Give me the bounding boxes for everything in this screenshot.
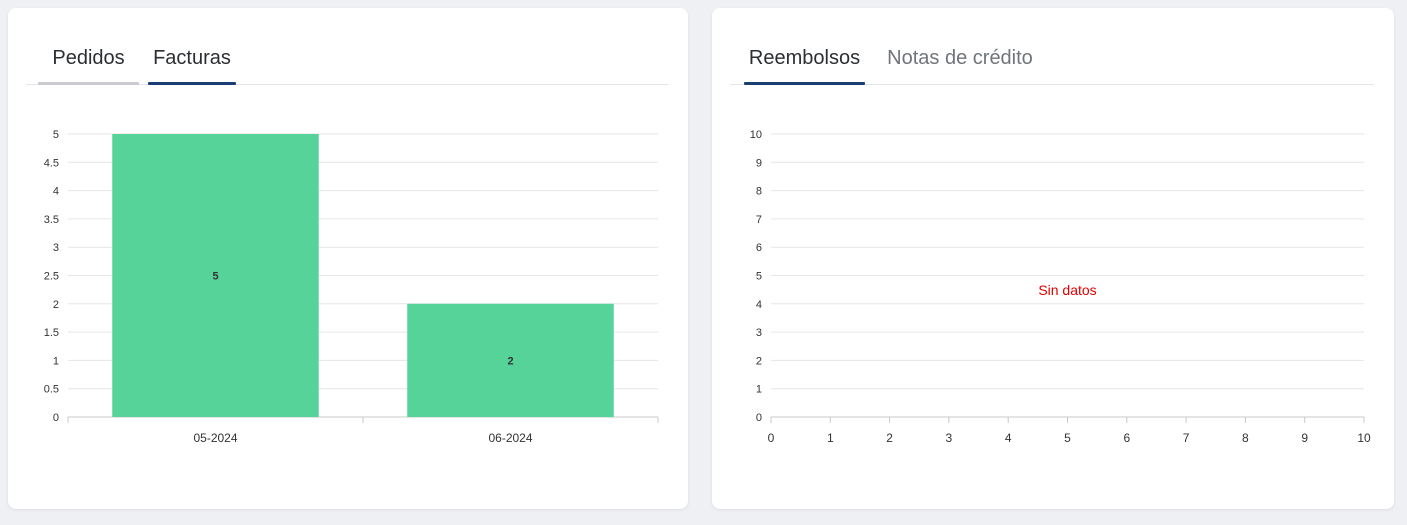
tab-pedidos-underline: [38, 82, 139, 85]
y-tick-label-8: 4: [53, 186, 59, 198]
y-tick-label-7: 7: [756, 214, 762, 226]
y-tick-label-5: 5: [756, 271, 762, 283]
x-tick-label-6: 6: [1123, 431, 1130, 445]
y-tick-label-4: 2: [53, 299, 59, 311]
no-data-message: Sin datos: [1038, 282, 1096, 298]
tab-reembolsos[interactable]: Reembolsos: [744, 36, 865, 85]
y-tick-label-1: 1: [756, 384, 762, 396]
refunds-card: Reembolsos Notas de crédito 0 1 2 3 4 5 6 7 8 9 10…: [712, 8, 1394, 509]
invoices-bar-chart: 0 0.5 1 1.5 2 2.5 3 3.5 4 4.5 5 5 05-2024 2 06-2024: [44, 129, 659, 445]
tab-facturas-underline: [148, 82, 236, 85]
y-tick-label-6: 3: [53, 242, 59, 254]
y-tick-label-0: 0: [756, 412, 762, 424]
y-tick-label-3: 3: [756, 327, 762, 339]
tab-facturas[interactable]: Facturas: [148, 36, 236, 85]
y-tick-label-4: 4: [756, 299, 762, 311]
x-tick-label-10: 10: [1357, 431, 1371, 445]
y-tick-label-1: 0.5: [44, 384, 59, 396]
x-tick-label-0: 0: [768, 431, 775, 445]
x-tick-label-5: 5: [1064, 431, 1071, 445]
tab-pedidos[interactable]: Pedidos: [38, 36, 139, 85]
invoices-card: Pedidos Facturas 0 0.5 1 1.5 2 2.5 3 3.5 4 4.5 5 5 0…: [8, 8, 688, 509]
x-tick-label-7: 7: [1183, 431, 1190, 445]
bar-06-2024: [407, 303, 614, 417]
x-tick-label-05-2024: 05-2024: [193, 431, 237, 445]
right-tabbar: Reembolsos Notas de crédito: [730, 36, 1374, 85]
x-tick-label-3: 3: [946, 431, 953, 445]
y-tick-label-2: 1: [53, 355, 59, 367]
tab-reembolsos-underline: [744, 82, 865, 85]
y-tick-label-7: 3.5: [44, 214, 59, 226]
x-tick-label-2: 2: [886, 431, 893, 445]
bar-data-label-06-2024: 2: [507, 355, 513, 367]
x-tick-label-9: 9: [1301, 431, 1308, 445]
left-tabbar: Pedidos Facturas: [26, 36, 668, 85]
y-tick-label-0: 0: [53, 412, 59, 424]
y-tick-label-10: 5: [53, 129, 59, 141]
y-tick-label-5: 2.5: [44, 271, 59, 283]
x-tick-label-1: 1: [827, 431, 834, 445]
tab-notas-de-credito-label: Notas de crédito: [887, 47, 1033, 69]
x-tick-label-8: 8: [1242, 431, 1249, 445]
tab-facturas-label: Facturas: [153, 47, 231, 69]
y-tick-label-9: 9: [756, 157, 762, 169]
y-tick-label-3: 1.5: [44, 327, 59, 339]
tab-reembolsos-label: Reembolsos: [748, 47, 861, 69]
tab-notas-de-credito[interactable]: Notas de crédito: [880, 36, 1040, 84]
x-tick-label-06-2024: 06-2024: [488, 431, 532, 445]
y-tick-label-2: 2: [756, 355, 762, 367]
y-tick-label-6: 6: [756, 242, 762, 254]
bar-05-2024: [112, 134, 319, 417]
y-tick-label-10: 10: [750, 129, 762, 141]
x-tick-label-4: 4: [1005, 431, 1012, 445]
bar-data-label-05-2024: 5: [212, 271, 218, 283]
tab-pedidos-label: Pedidos: [52, 47, 125, 69]
refunds-chart: 0 1 2 3 4 5 6 7 8 9 10 0 1 2 3 4 5 6 7 8 9 10 Sin datos: [750, 129, 1371, 445]
y-tick-label-9: 4.5: [44, 157, 59, 169]
y-tick-label-8: 8: [756, 186, 762, 198]
